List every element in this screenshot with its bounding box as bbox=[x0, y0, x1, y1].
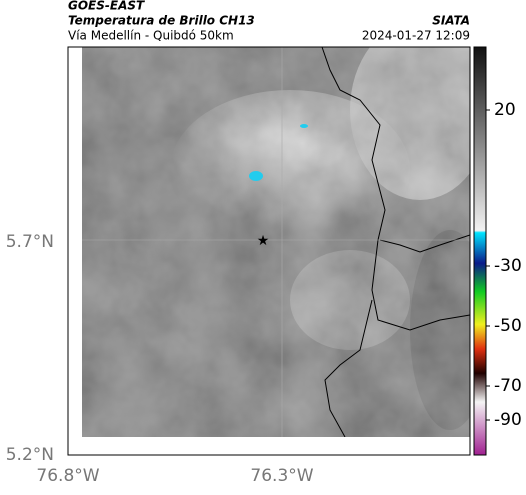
product: Temperatura de Brillo CH13 bbox=[68, 14, 255, 28]
lat-label: 5.2°N bbox=[6, 445, 54, 465]
satellite: GOES-EAST bbox=[68, 0, 145, 13]
lon-label: 76.8°W bbox=[36, 466, 99, 486]
map-frame bbox=[67, 46, 471, 456]
colorbar-tick-label: -30 bbox=[494, 256, 522, 276]
svg-text:★: ★ bbox=[257, 233, 270, 249]
datetime: 2024-01-27 12:09 bbox=[362, 29, 470, 43]
colorbar-tick-label: 20 bbox=[494, 100, 516, 120]
colorbar-tick-label: -70 bbox=[494, 376, 522, 396]
colorbar-tick-label: -50 bbox=[494, 316, 522, 336]
colorbar-tick-label: -90 bbox=[494, 410, 522, 430]
route: Vía Medellín - Quibdó 50km bbox=[68, 29, 234, 43]
source: SIATA bbox=[432, 14, 470, 28]
colorbar-ticks: 20 -30 -50 -70 -90 bbox=[486, 100, 522, 430]
satellite-image: ★ bbox=[82, 47, 470, 437]
colorbar bbox=[473, 46, 487, 456]
lon-label: 76.3°W bbox=[250, 466, 313, 486]
lat-label: 5.7°N bbox=[6, 232, 54, 252]
